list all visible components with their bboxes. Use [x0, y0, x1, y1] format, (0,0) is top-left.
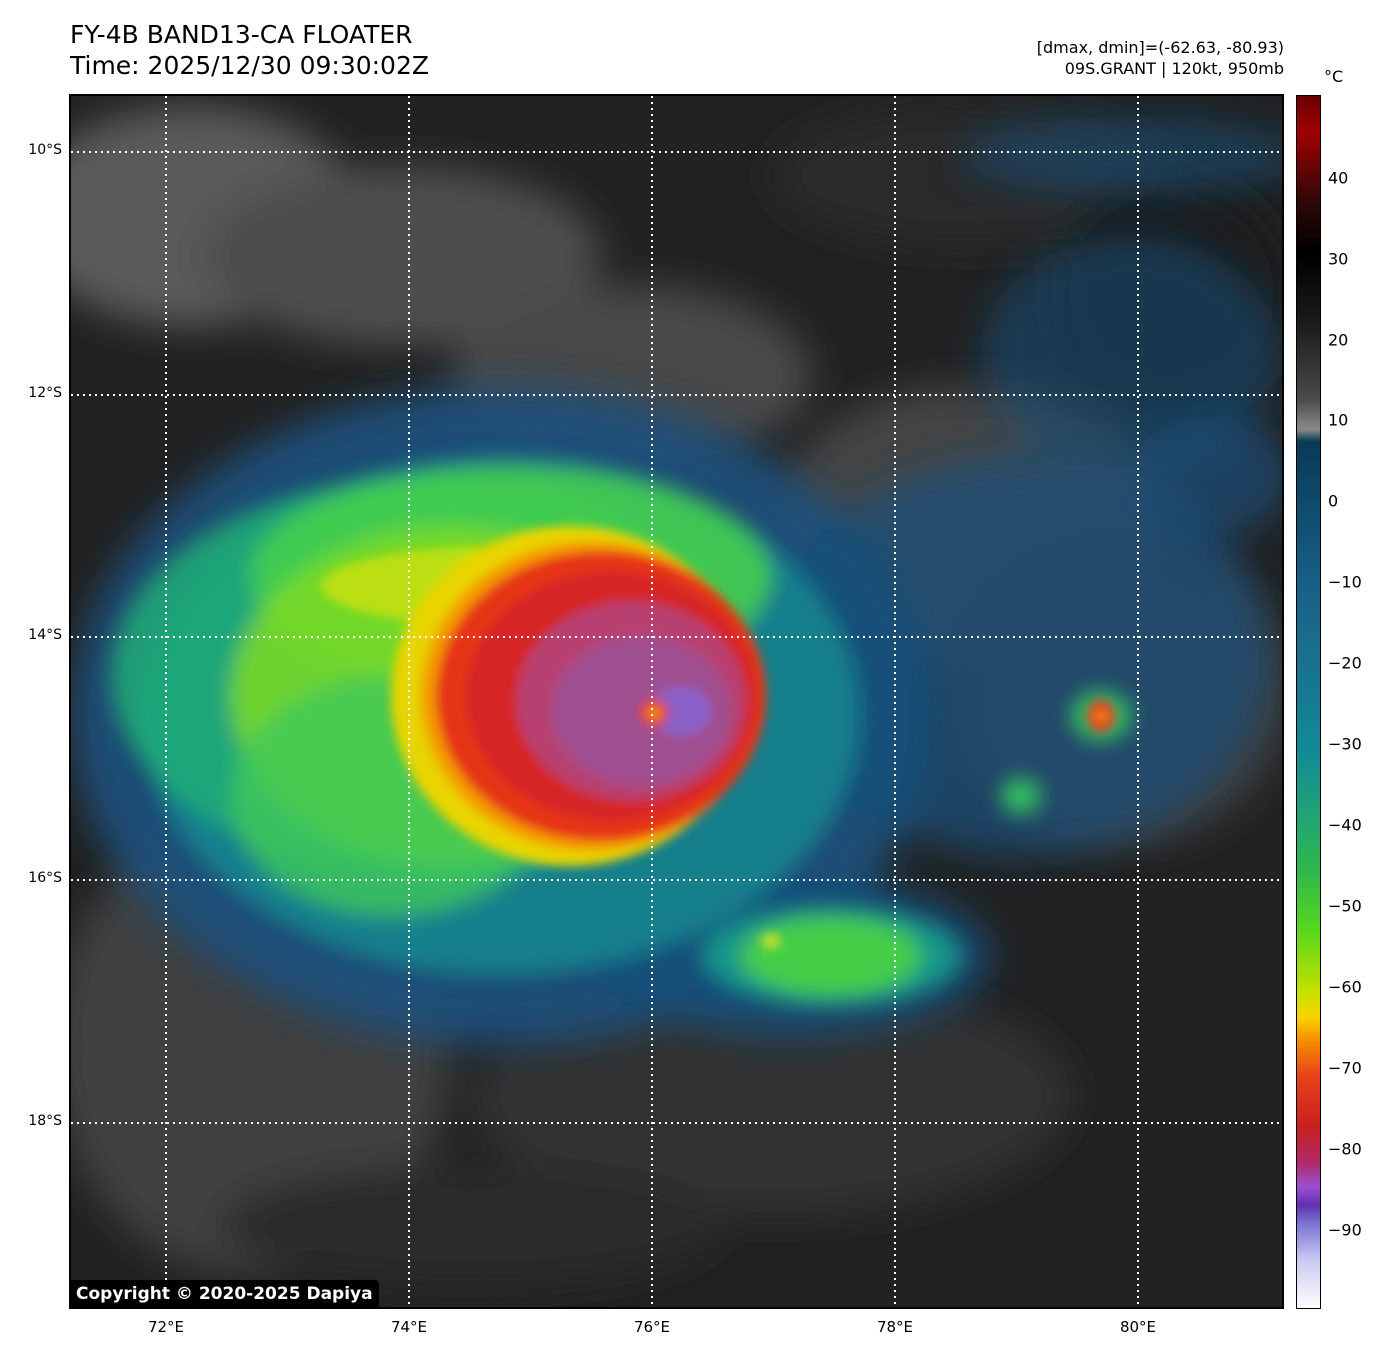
lon-label-80e: 80°E — [1119, 1318, 1157, 1336]
timestamp: Time: 2025/12/30 09:30:02Z — [70, 51, 429, 80]
copyright-badge: Copyright © 2020-2025 Dapiya — [70, 1280, 379, 1308]
colorbar-tick-minus30: −30 — [1328, 734, 1362, 754]
chart-title: FY-4B BAND13-CA FLOATER — [70, 20, 413, 49]
lon-label-72e: 72°E — [147, 1318, 185, 1336]
colorbar-tick-minus20: −20 — [1328, 653, 1362, 673]
colorbar-tick-minus60: −60 — [1328, 977, 1362, 997]
lon-label-74e: 74°E — [390, 1318, 428, 1336]
lat-label-16s: 16°S — [28, 870, 62, 886]
lat-label-10s: 10°S — [28, 142, 62, 158]
colorbar-tick-minus90: −90 — [1328, 1220, 1362, 1240]
lat-label-12s: 12°S — [28, 385, 62, 401]
colorbar-tick-minus50: −50 — [1328, 896, 1362, 916]
lat-label-18s: 18°S — [28, 1113, 62, 1129]
satellite-map — [69, 94, 1284, 1309]
colorbar-tick-10: 10 — [1328, 410, 1349, 430]
colorbar-tick-minus10: −10 — [1328, 572, 1362, 592]
lon-label-78e: 78°E — [876, 1318, 914, 1336]
colorbar-tick-minus70: −70 — [1328, 1058, 1362, 1078]
dmax-dmin-readout: [dmax, dmin]=(-62.63, -80.93) — [1036, 38, 1284, 57]
colorbar — [1296, 95, 1321, 1309]
colorbar-tick-minus40: −40 — [1328, 815, 1362, 835]
colorbar-unit: °C — [1324, 67, 1344, 86]
storm-info: 09S.GRANT | 120kt, 950mb — [1064, 59, 1284, 78]
graticule — [71, 96, 1282, 1307]
lat-label-14s: 14°S — [28, 627, 62, 643]
colorbar-tick-30: 30 — [1328, 249, 1349, 269]
colorbar-tick-minus80: −80 — [1328, 1139, 1362, 1159]
colorbar-tick-40: 40 — [1328, 168, 1349, 188]
ir-imagery — [71, 96, 1282, 1307]
lon-label-76e: 76°E — [633, 1318, 671, 1336]
colorbar-tick-0: 0 — [1328, 491, 1339, 511]
colorbar-tick-20: 20 — [1328, 330, 1349, 350]
